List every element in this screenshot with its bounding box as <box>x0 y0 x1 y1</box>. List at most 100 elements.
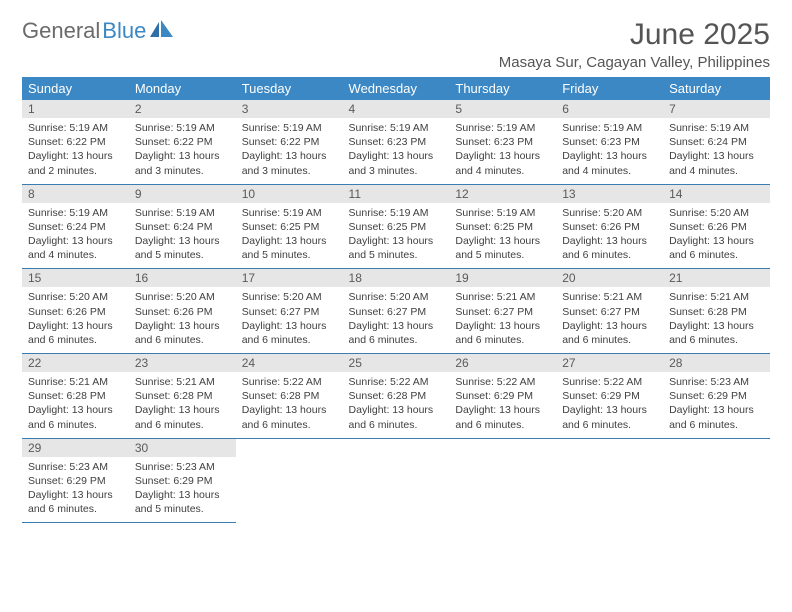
sunset-line: Sunset: 6:26 PM <box>669 220 764 234</box>
sunrise-line: Sunrise: 5:21 AM <box>669 290 764 304</box>
sunrise-line: Sunrise: 5:20 AM <box>28 290 123 304</box>
day-number: 1 <box>22 100 129 118</box>
sunrise-line: Sunrise: 5:20 AM <box>669 206 764 220</box>
calendar-day-cell <box>236 438 343 523</box>
logo-text-gray: General <box>22 18 100 44</box>
daylight-line: Daylight: 13 hours and 6 minutes. <box>455 319 550 347</box>
calendar-day-cell: 24Sunrise: 5:22 AMSunset: 6:28 PMDayligh… <box>236 354 343 439</box>
day-body: Sunrise: 5:21 AMSunset: 6:27 PMDaylight:… <box>556 287 663 353</box>
sunrise-line: Sunrise: 5:23 AM <box>28 460 123 474</box>
calendar-day-cell: 20Sunrise: 5:21 AMSunset: 6:27 PMDayligh… <box>556 269 663 354</box>
calendar-week-row: 22Sunrise: 5:21 AMSunset: 6:28 PMDayligh… <box>22 354 770 439</box>
sunrise-line: Sunrise: 5:20 AM <box>349 290 444 304</box>
weekday-header: Friday <box>556 77 663 100</box>
day-body: Sunrise: 5:21 AMSunset: 6:27 PMDaylight:… <box>449 287 556 353</box>
daylight-line: Daylight: 13 hours and 5 minutes. <box>135 234 230 262</box>
calendar-day-cell: 5Sunrise: 5:19 AMSunset: 6:23 PMDaylight… <box>449 100 556 184</box>
day-body: Sunrise: 5:19 AMSunset: 6:24 PMDaylight:… <box>129 203 236 269</box>
sunset-line: Sunset: 6:24 PM <box>28 220 123 234</box>
day-number: 23 <box>129 354 236 372</box>
day-number: 28 <box>663 354 770 372</box>
day-body: Sunrise: 5:19 AMSunset: 6:25 PMDaylight:… <box>449 203 556 269</box>
sunset-line: Sunset: 6:28 PM <box>135 389 230 403</box>
calendar-week-row: 29Sunrise: 5:23 AMSunset: 6:29 PMDayligh… <box>22 438 770 523</box>
day-number: 6 <box>556 100 663 118</box>
sunset-line: Sunset: 6:29 PM <box>669 389 764 403</box>
daylight-line: Daylight: 13 hours and 5 minutes. <box>455 234 550 262</box>
sunrise-line: Sunrise: 5:19 AM <box>562 121 657 135</box>
calendar-week-row: 8Sunrise: 5:19 AMSunset: 6:24 PMDaylight… <box>22 184 770 269</box>
sunset-line: Sunset: 6:26 PM <box>135 305 230 319</box>
sunrise-line: Sunrise: 5:23 AM <box>669 375 764 389</box>
sunrise-line: Sunrise: 5:19 AM <box>669 121 764 135</box>
calendar-day-cell: 6Sunrise: 5:19 AMSunset: 6:23 PMDaylight… <box>556 100 663 184</box>
daylight-line: Daylight: 13 hours and 6 minutes. <box>135 319 230 347</box>
daylight-line: Daylight: 13 hours and 6 minutes. <box>562 403 657 431</box>
calendar-day-cell: 13Sunrise: 5:20 AMSunset: 6:26 PMDayligh… <box>556 184 663 269</box>
day-number: 8 <box>22 185 129 203</box>
calendar-day-cell: 1Sunrise: 5:19 AMSunset: 6:22 PMDaylight… <box>22 100 129 184</box>
calendar-day-cell: 18Sunrise: 5:20 AMSunset: 6:27 PMDayligh… <box>343 269 450 354</box>
day-body: Sunrise: 5:19 AMSunset: 6:22 PMDaylight:… <box>22 118 129 184</box>
sunrise-line: Sunrise: 5:19 AM <box>135 206 230 220</box>
calendar-day-cell <box>449 438 556 523</box>
day-number: 30 <box>129 439 236 457</box>
calendar-day-cell: 29Sunrise: 5:23 AMSunset: 6:29 PMDayligh… <box>22 438 129 523</box>
sunrise-line: Sunrise: 5:21 AM <box>135 375 230 389</box>
calendar-day-cell: 17Sunrise: 5:20 AMSunset: 6:27 PMDayligh… <box>236 269 343 354</box>
calendar-day-cell: 8Sunrise: 5:19 AMSunset: 6:24 PMDaylight… <box>22 184 129 269</box>
calendar-day-cell: 14Sunrise: 5:20 AMSunset: 6:26 PMDayligh… <box>663 184 770 269</box>
calendar-day-cell: 12Sunrise: 5:19 AMSunset: 6:25 PMDayligh… <box>449 184 556 269</box>
daylight-line: Daylight: 13 hours and 3 minutes. <box>242 149 337 177</box>
sunset-line: Sunset: 6:24 PM <box>135 220 230 234</box>
daylight-line: Daylight: 13 hours and 6 minutes. <box>28 319 123 347</box>
sunrise-line: Sunrise: 5:21 AM <box>562 290 657 304</box>
daylight-line: Daylight: 13 hours and 6 minutes. <box>28 488 123 516</box>
daylight-line: Daylight: 13 hours and 4 minutes. <box>669 149 764 177</box>
day-body: Sunrise: 5:19 AMSunset: 6:24 PMDaylight:… <box>22 203 129 269</box>
sunset-line: Sunset: 6:25 PM <box>349 220 444 234</box>
sunset-line: Sunset: 6:23 PM <box>562 135 657 149</box>
calendar-day-cell: 19Sunrise: 5:21 AMSunset: 6:27 PMDayligh… <box>449 269 556 354</box>
day-body: Sunrise: 5:21 AMSunset: 6:28 PMDaylight:… <box>129 372 236 438</box>
calendar-day-cell: 21Sunrise: 5:21 AMSunset: 6:28 PMDayligh… <box>663 269 770 354</box>
daylight-line: Daylight: 13 hours and 6 minutes. <box>242 403 337 431</box>
sunset-line: Sunset: 6:27 PM <box>562 305 657 319</box>
day-body: Sunrise: 5:23 AMSunset: 6:29 PMDaylight:… <box>663 372 770 438</box>
sunset-line: Sunset: 6:27 PM <box>349 305 444 319</box>
sunset-line: Sunset: 6:27 PM <box>455 305 550 319</box>
calendar-day-cell <box>663 438 770 523</box>
daylight-line: Daylight: 13 hours and 6 minutes. <box>669 319 764 347</box>
sunrise-line: Sunrise: 5:22 AM <box>455 375 550 389</box>
calendar-table: SundayMondayTuesdayWednesdayThursdayFrid… <box>22 77 770 523</box>
daylight-line: Daylight: 13 hours and 5 minutes. <box>349 234 444 262</box>
daylight-line: Daylight: 13 hours and 6 minutes. <box>562 319 657 347</box>
sunrise-line: Sunrise: 5:19 AM <box>349 121 444 135</box>
day-body: Sunrise: 5:19 AMSunset: 6:22 PMDaylight:… <box>236 118 343 184</box>
day-body: Sunrise: 5:20 AMSunset: 6:26 PMDaylight:… <box>22 287 129 353</box>
calendar-day-cell: 11Sunrise: 5:19 AMSunset: 6:25 PMDayligh… <box>343 184 450 269</box>
sunrise-line: Sunrise: 5:23 AM <box>135 460 230 474</box>
calendar-day-cell: 16Sunrise: 5:20 AMSunset: 6:26 PMDayligh… <box>129 269 236 354</box>
day-body: Sunrise: 5:19 AMSunset: 6:25 PMDaylight:… <box>343 203 450 269</box>
sunset-line: Sunset: 6:22 PM <box>135 135 230 149</box>
day-number: 29 <box>22 439 129 457</box>
sunset-line: Sunset: 6:22 PM <box>28 135 123 149</box>
daylight-line: Daylight: 13 hours and 6 minutes. <box>562 234 657 262</box>
calendar-day-cell: 28Sunrise: 5:23 AMSunset: 6:29 PMDayligh… <box>663 354 770 439</box>
title-block: June 2025 Masaya Sur, Cagayan Valley, Ph… <box>499 18 770 71</box>
sunset-line: Sunset: 6:25 PM <box>242 220 337 234</box>
daylight-line: Daylight: 13 hours and 4 minutes. <box>28 234 123 262</box>
sunset-line: Sunset: 6:22 PM <box>242 135 337 149</box>
day-body: Sunrise: 5:20 AMSunset: 6:26 PMDaylight:… <box>129 287 236 353</box>
daylight-line: Daylight: 13 hours and 3 minutes. <box>135 149 230 177</box>
calendar-day-cell: 22Sunrise: 5:21 AMSunset: 6:28 PMDayligh… <box>22 354 129 439</box>
daylight-line: Daylight: 13 hours and 6 minutes. <box>135 403 230 431</box>
calendar-body: 1Sunrise: 5:19 AMSunset: 6:22 PMDaylight… <box>22 100 770 523</box>
day-body: Sunrise: 5:23 AMSunset: 6:29 PMDaylight:… <box>22 457 129 523</box>
sunset-line: Sunset: 6:28 PM <box>669 305 764 319</box>
sunset-line: Sunset: 6:29 PM <box>135 474 230 488</box>
day-number: 5 <box>449 100 556 118</box>
sunset-line: Sunset: 6:29 PM <box>455 389 550 403</box>
sunrise-line: Sunrise: 5:20 AM <box>135 290 230 304</box>
